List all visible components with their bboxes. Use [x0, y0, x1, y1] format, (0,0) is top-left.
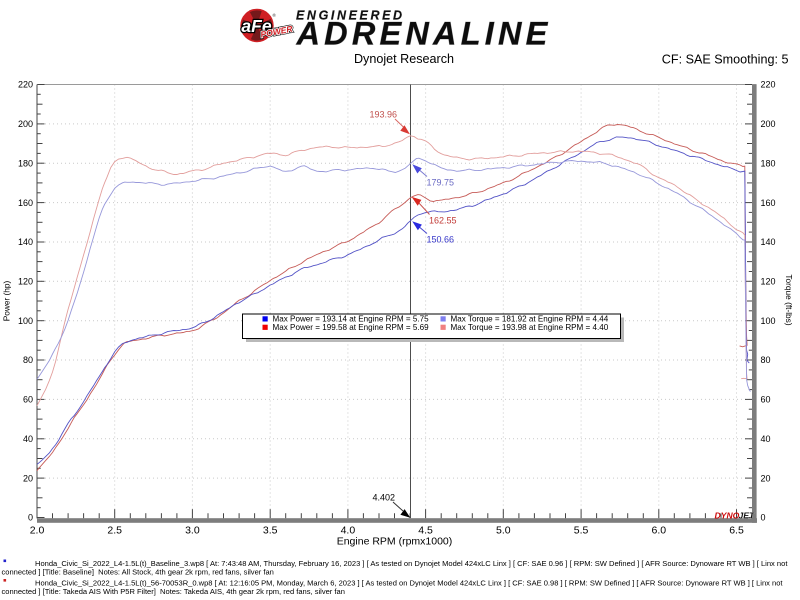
svg-text:160: 160 [18, 198, 33, 208]
svg-text:Max Torque = 193.98 at Engine: Max Torque = 193.98 at Engine RPM = 4.40 [451, 323, 609, 332]
svg-text:6.0: 6.0 [651, 525, 666, 537]
svg-text:4.402: 4.402 [373, 493, 396, 503]
svg-text:0: 0 [761, 513, 766, 523]
svg-text:Torque (ft-lbs): Torque (ft-lbs) [784, 274, 794, 325]
svg-text:2.0: 2.0 [30, 525, 45, 537]
svg-text:80: 80 [23, 355, 33, 365]
svg-text:2.5: 2.5 [107, 525, 122, 537]
svg-text:Honda_Civic_Si_2022_L4-1.5L(t): Honda_Civic_Si_2022_L4-1.5L(t)_Baseline_… [35, 559, 788, 568]
svg-text:Max Power = 193.14 at Engine R: Max Power = 193.14 at Engine RPM = 5.75 [273, 314, 430, 323]
svg-text:160: 160 [761, 198, 776, 208]
svg-text:120: 120 [18, 277, 33, 287]
svg-text:JET: JET [739, 511, 756, 521]
svg-text:60: 60 [23, 395, 33, 405]
svg-text:aFe: aFe [241, 16, 271, 36]
svg-text:3.5: 3.5 [263, 525, 278, 537]
svg-text:DYNO: DYNO [715, 511, 740, 521]
svg-text:connected ] [Title: Takeda AIS: connected ] [Title: Takeda AIS With P5R … [2, 587, 345, 596]
svg-text:100: 100 [761, 316, 776, 326]
svg-text:193.96: 193.96 [370, 110, 398, 120]
svg-text:60: 60 [761, 395, 771, 405]
svg-text:3.0: 3.0 [185, 525, 200, 537]
svg-text:200: 200 [761, 119, 776, 129]
svg-text:6.5: 6.5 [729, 525, 744, 537]
svg-text:80: 80 [761, 355, 771, 365]
svg-text:40: 40 [761, 434, 771, 444]
svg-text:140: 140 [18, 237, 33, 247]
svg-text:ENGINEERED: ENGINEERED [296, 9, 405, 23]
svg-text:140: 140 [761, 237, 776, 247]
svg-text:Dynojet Research: Dynojet Research [354, 52, 454, 66]
svg-text:220: 220 [18, 80, 33, 90]
svg-text:220: 220 [761, 80, 776, 90]
svg-text:ADRENALINE: ADRENALINE [296, 16, 552, 52]
svg-text:20: 20 [761, 473, 771, 483]
svg-text:162.55: 162.55 [429, 216, 457, 226]
svg-text:40: 40 [23, 434, 33, 444]
svg-text:4.0: 4.0 [341, 525, 356, 537]
svg-text:100: 100 [18, 316, 33, 326]
svg-text:180: 180 [18, 158, 33, 168]
svg-text:4.5: 4.5 [418, 525, 433, 537]
svg-text:179.75: 179.75 [427, 178, 455, 188]
svg-text:Power (hp): Power (hp) [2, 280, 12, 321]
svg-text:150.66: 150.66 [427, 235, 455, 245]
svg-text:180: 180 [761, 158, 776, 168]
svg-text:®: ® [273, 12, 277, 18]
svg-text:0: 0 [28, 513, 33, 523]
svg-text:120: 120 [761, 277, 776, 287]
svg-text:5.0: 5.0 [496, 525, 511, 537]
svg-text:connected ] [Title: Baseline]: connected ] [Title: Baseline] Notes: All… [2, 568, 274, 577]
svg-text:CF: SAE Smoothing: 5: CF: SAE Smoothing: 5 [662, 53, 789, 67]
svg-text:Honda_Civic_Si_2022_L4-1.5L(t): Honda_Civic_Si_2022_L4-1.5L(t)_56-70053R… [35, 579, 783, 588]
svg-text:Max Power = 199.58 at Engine R: Max Power = 199.58 at Engine RPM = 5.69 [273, 323, 430, 332]
svg-text:5.5: 5.5 [574, 525, 589, 537]
svg-text:20: 20 [23, 473, 33, 483]
svg-text:200: 200 [18, 119, 33, 129]
svg-text:Max Torque = 181.92 at Engine: Max Torque = 181.92 at Engine RPM = 4.44 [451, 314, 609, 323]
svg-text:Engine RPM (rpmx1000): Engine RPM (rpmx1000) [337, 536, 453, 548]
